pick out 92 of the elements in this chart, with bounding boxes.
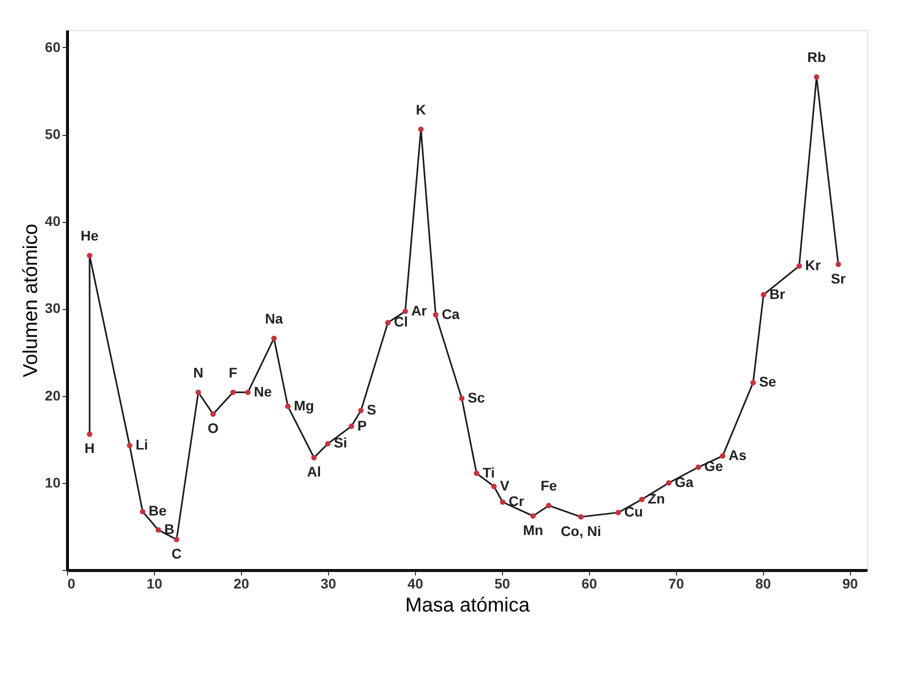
annotation: Cl bbox=[394, 314, 408, 330]
point bbox=[666, 480, 672, 486]
annotation: Li bbox=[136, 436, 148, 452]
annotation: Br bbox=[770, 286, 786, 302]
annotation: H bbox=[84, 440, 95, 456]
y-tick-label: 40 bbox=[44, 213, 61, 230]
point bbox=[639, 496, 645, 502]
point bbox=[174, 536, 180, 542]
annotation: S bbox=[366, 402, 376, 418]
annotation: Si bbox=[334, 434, 348, 451]
x-tick-label: 20 bbox=[234, 576, 250, 592]
point bbox=[720, 453, 726, 459]
annotation: K bbox=[416, 101, 426, 118]
point bbox=[432, 312, 438, 318]
point bbox=[285, 404, 291, 409]
annotation: Ar bbox=[411, 302, 428, 318]
point bbox=[271, 336, 277, 342]
annotation: Ti bbox=[482, 464, 495, 480]
annotation: C bbox=[172, 546, 182, 562]
point bbox=[210, 411, 216, 417]
annotation: Fe bbox=[540, 478, 558, 494]
annotation: Sc bbox=[468, 389, 486, 406]
annotation: Sr bbox=[830, 270, 846, 286]
x-tick-label: 70 bbox=[668, 576, 684, 592]
point bbox=[459, 396, 465, 402]
annotation: B bbox=[164, 520, 174, 537]
annotation: Kr bbox=[805, 257, 822, 274]
x-tick-label: 10 bbox=[146, 576, 162, 592]
annotation: F bbox=[228, 364, 238, 380]
point bbox=[358, 408, 364, 414]
annotation: O bbox=[208, 420, 219, 436]
point bbox=[156, 527, 162, 533]
point bbox=[402, 308, 408, 314]
annotation: Ga bbox=[674, 474, 694, 490]
annotation: P bbox=[357, 417, 367, 434]
annotation: Cu bbox=[624, 504, 643, 520]
point bbox=[578, 514, 584, 520]
point bbox=[348, 424, 354, 430]
point bbox=[385, 320, 391, 326]
point bbox=[546, 502, 552, 508]
point bbox=[325, 440, 331, 446]
x-tick-label: 90 bbox=[842, 576, 858, 592]
point bbox=[245, 390, 251, 396]
point bbox=[418, 126, 424, 132]
annotation: Se bbox=[759, 374, 776, 390]
annotation: Ge bbox=[704, 458, 724, 474]
point bbox=[616, 510, 622, 516]
annotation: As bbox=[728, 446, 747, 463]
y-axis-title: Volumen atómico bbox=[20, 224, 42, 378]
point bbox=[796, 263, 802, 269]
point bbox=[696, 464, 702, 470]
annotation: N bbox=[193, 364, 204, 380]
point bbox=[500, 499, 506, 505]
point bbox=[140, 508, 146, 514]
annotation: Na bbox=[265, 310, 284, 326]
point bbox=[750, 380, 756, 386]
x-tick-label: 60 bbox=[581, 576, 598, 592]
point bbox=[196, 390, 202, 396]
annotation: Be bbox=[148, 502, 167, 519]
annotation: Cr bbox=[508, 493, 525, 510]
x-axis-title: Masa atómica bbox=[405, 594, 531, 616]
annotation: Mn bbox=[522, 522, 544, 538]
y-tick-label: 50 bbox=[44, 126, 61, 142]
y-tick-label: 60 bbox=[44, 38, 61, 55]
point bbox=[760, 292, 766, 298]
point bbox=[311, 454, 317, 460]
y-tick-label: 20 bbox=[44, 387, 61, 404]
point bbox=[230, 390, 236, 396]
annotation: Co, Ni bbox=[560, 522, 602, 539]
x-tick-label: 40 bbox=[408, 576, 424, 592]
y-tick-label: 10 bbox=[44, 474, 61, 490]
point bbox=[126, 442, 132, 448]
point bbox=[86, 252, 92, 258]
point bbox=[86, 431, 92, 437]
annotation: Ne bbox=[254, 383, 272, 400]
point bbox=[491, 484, 497, 490]
point bbox=[530, 513, 536, 519]
point bbox=[474, 470, 480, 476]
annotation: Rb bbox=[807, 49, 826, 66]
annotation: V bbox=[500, 477, 510, 494]
annotation: He bbox=[80, 228, 99, 244]
x-tick-label: 0 bbox=[68, 576, 76, 592]
annotation: Zn bbox=[648, 490, 665, 506]
annotation: Ca bbox=[442, 306, 460, 322]
x-tick-label: 50 bbox=[494, 576, 510, 592]
x-tick-label: 80 bbox=[755, 576, 772, 592]
annotation: Al bbox=[306, 464, 321, 480]
point bbox=[814, 74, 820, 80]
y-tick-label: 30 bbox=[44, 300, 61, 316]
x-tick-label: 30 bbox=[320, 576, 336, 592]
point bbox=[836, 262, 842, 268]
annotation: Mg bbox=[294, 397, 314, 414]
